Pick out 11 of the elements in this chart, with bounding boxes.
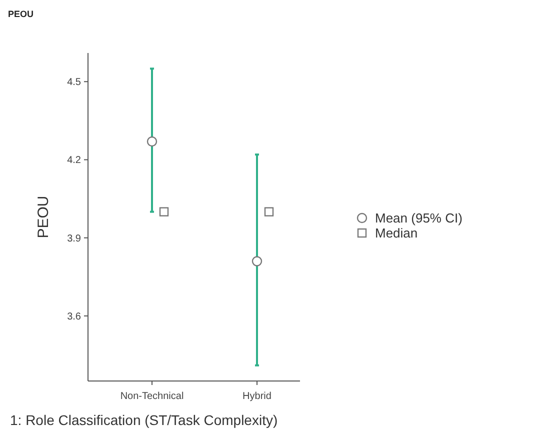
x-tick-label: Hybrid	[242, 391, 272, 402]
y-tick-label: 4.2	[67, 155, 82, 166]
y-tick-label: 4.5	[67, 77, 82, 88]
y-tick-label: 3.9	[67, 233, 82, 244]
y-axis-title: PEOU	[35, 196, 52, 238]
x-axis-title: 1: Role Classification (ST/Task Complexity)	[10, 412, 278, 428]
chart-title: PEOU	[8, 9, 34, 19]
y-tick-label: 3.6	[67, 311, 82, 322]
legend-label: Median	[375, 226, 418, 241]
x-tick-label: Non-Technical	[120, 391, 184, 402]
legend-label: Mean (95% CI)	[375, 210, 462, 226]
